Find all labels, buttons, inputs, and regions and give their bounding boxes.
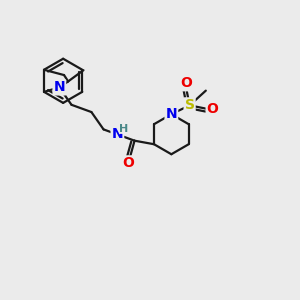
Text: N: N xyxy=(53,80,65,94)
Text: O: O xyxy=(122,156,134,170)
Text: O: O xyxy=(207,102,218,116)
Text: N: N xyxy=(112,128,123,141)
Text: N: N xyxy=(166,107,177,121)
Text: O: O xyxy=(180,76,192,90)
Text: S: S xyxy=(184,98,195,112)
Text: H: H xyxy=(119,124,128,134)
